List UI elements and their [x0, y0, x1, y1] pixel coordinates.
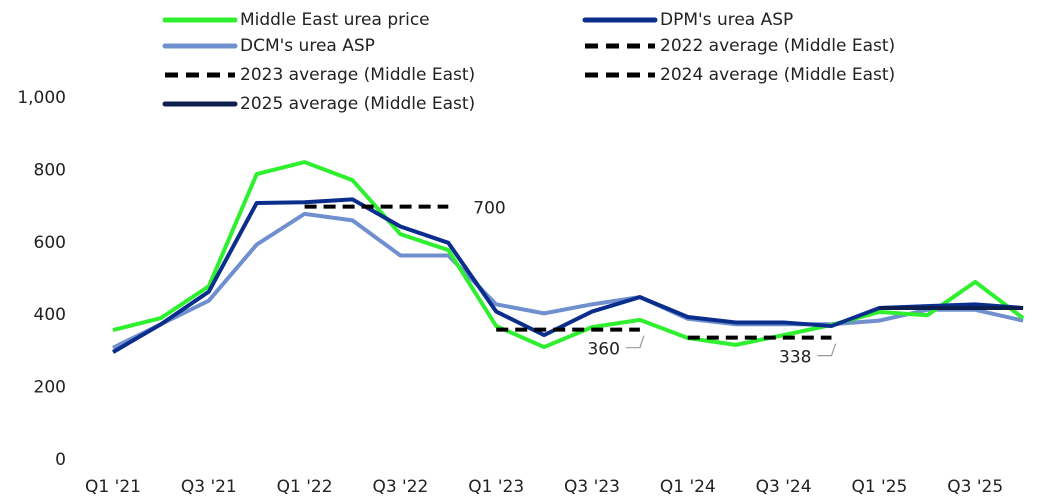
- average-label: 360: [587, 340, 619, 360]
- x-tick-label: Q1 '23: [468, 477, 524, 497]
- average-label: 700: [473, 199, 505, 219]
- legend-label: 2025 average (Middle East): [240, 94, 475, 114]
- x-tick-label: Q1 '24: [660, 477, 716, 497]
- x-tick-label: Q1 '22: [277, 477, 333, 497]
- x-tick-label: Q3 '25: [947, 477, 1003, 497]
- y-tick-label: 1,000: [17, 88, 66, 108]
- legend-label: Middle East urea price: [240, 10, 430, 30]
- x-tick-label: Q3 '23: [564, 477, 620, 497]
- series-line: [111, 197, 1024, 354]
- x-tick-label: Q3 '24: [756, 477, 812, 497]
- x-tick-label: Q3 '22: [372, 477, 428, 497]
- y-tick-label: 600: [34, 233, 66, 253]
- average-label: 338: [779, 348, 811, 368]
- x-tick-label: Q1 '25: [851, 477, 907, 497]
- leader-line: [817, 343, 837, 357]
- legend-label: 2023 average (Middle East): [240, 65, 475, 85]
- legend-label: 2024 average (Middle East): [660, 65, 895, 85]
- y-tick-label: 800: [34, 160, 66, 180]
- series-line: [112, 211, 1024, 350]
- x-tick-label: Q1 '21: [85, 477, 141, 497]
- legend-label: DPM's urea ASP: [660, 10, 793, 30]
- x-tick-label: Q3 '21: [181, 477, 237, 497]
- leader-line: [625, 335, 645, 349]
- legend-label: 2022 average (Middle East): [660, 36, 895, 56]
- legend-label: DCM's urea ASP: [240, 36, 375, 56]
- y-tick-label: 400: [34, 305, 66, 325]
- y-tick-label: 200: [34, 378, 66, 398]
- y-tick-label: 0: [55, 450, 66, 470]
- series-line: [112, 160, 1025, 350]
